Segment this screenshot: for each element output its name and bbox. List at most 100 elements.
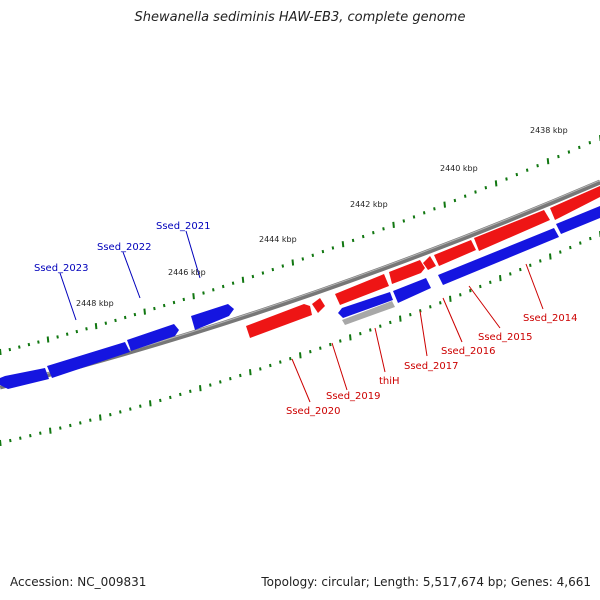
minor-tick	[329, 342, 332, 347]
minor-tick	[119, 410, 122, 414]
minor-tick	[459, 293, 462, 297]
minor-tick	[289, 357, 292, 361]
gene-label[interactable]: Ssed_2016	[441, 346, 496, 357]
gene-forward[interactable]	[389, 260, 425, 284]
minor-tick	[351, 238, 355, 243]
minor-tick	[75, 329, 79, 334]
minor-tick	[89, 418, 92, 422]
gene-forward[interactable]	[550, 186, 600, 220]
minor-tick	[578, 145, 581, 150]
minor-tick	[463, 194, 467, 198]
minor-tick	[212, 288, 215, 292]
scale-label: 2444 kbp	[259, 235, 297, 244]
gene-reverse[interactable]	[338, 292, 393, 318]
minor-tick	[409, 313, 412, 317]
major-tick	[299, 352, 302, 359]
gene-reverse[interactable]	[393, 278, 431, 303]
gene-reverse[interactable]	[0, 368, 49, 389]
major-tick	[99, 414, 102, 421]
minor-tick	[379, 324, 382, 328]
major-tick	[143, 308, 146, 315]
gene-forward[interactable]	[335, 274, 389, 305]
topology-text: Topology: circular; Length: 5,517,674 bp…	[261, 575, 591, 589]
minor-tick	[9, 438, 12, 443]
minor-tick	[182, 297, 186, 302]
gene-label[interactable]: Ssed_2015	[478, 332, 533, 343]
minor-tick	[539, 259, 542, 263]
minor-tick	[281, 264, 285, 268]
label-leaders	[59, 230, 544, 403]
minor-tick	[372, 231, 375, 235]
minor-tick	[484, 186, 488, 190]
minor-tick	[279, 360, 282, 364]
major-tick	[46, 336, 50, 343]
major-tick	[349, 334, 352, 341]
minor-tick	[231, 281, 235, 285]
minor-tick	[133, 312, 137, 317]
minor-tick	[412, 215, 416, 219]
gene-label[interactable]: Ssed_2019	[326, 391, 381, 402]
gene-reverse[interactable]	[47, 342, 130, 378]
minor-tick	[469, 289, 472, 293]
minor-tick	[474, 190, 477, 194]
gene-label[interactable]: Ssed_2014	[523, 313, 578, 324]
minor-tick	[588, 141, 592, 145]
scale-labels: 2438 kbp 2440 kbp 2442 kbp 2444 kbp 2446…	[76, 126, 568, 308]
major-tick	[94, 323, 98, 330]
outer-tick-ring	[0, 135, 600, 356]
minor-tick	[37, 340, 40, 344]
minor-tick	[139, 404, 142, 408]
forward-gene-group	[246, 186, 600, 338]
minor-tick	[453, 198, 457, 203]
gene-label[interactable]: thiH	[379, 376, 400, 387]
minor-tick	[39, 431, 42, 435]
scale-label: 2442 kbp	[350, 200, 388, 209]
reverse-gene-group	[0, 304, 234, 389]
gene-label[interactable]: Ssed_2020	[286, 406, 341, 417]
gene-forward[interactable]	[312, 298, 325, 313]
feature-grey[interactable]	[342, 301, 395, 325]
minor-tick	[189, 389, 192, 393]
scale-label: 2446 kbp	[168, 268, 206, 277]
minor-tick	[567, 150, 571, 154]
lower-gene-group	[338, 206, 600, 325]
minor-tick	[311, 253, 315, 257]
gene-labels-forward: Ssed_2014 Ssed_2015 Ssed_2016 Ssed_2017 …	[286, 313, 578, 417]
minor-tick	[579, 241, 582, 245]
major-tick	[241, 276, 245, 283]
minor-tick	[239, 373, 242, 378]
gene-label[interactable]: Ssed_2017	[404, 361, 459, 372]
gene-label[interactable]: Ssed_2022	[97, 242, 152, 253]
major-tick	[392, 221, 395, 228]
accession-text: Accession: NC_009831	[10, 575, 147, 589]
minor-tick	[319, 346, 322, 350]
map-title: Shewanella sediminis HAW-EB3, complete g…	[134, 10, 466, 25]
gene-reverse[interactable]	[127, 324, 179, 351]
minor-tick	[505, 177, 508, 181]
minor-tick	[301, 257, 305, 261]
minor-tick	[27, 342, 31, 347]
minor-tick	[269, 363, 272, 368]
scale-label: 2448 kbp	[76, 299, 114, 308]
gene-label[interactable]: Ssed_2023	[34, 263, 89, 274]
inner-tick-ring	[0, 231, 600, 447]
gene-forward[interactable]	[423, 256, 436, 270]
minor-tick	[402, 219, 406, 223]
minor-tick	[104, 321, 108, 325]
gene-reverse[interactable]	[191, 304, 234, 330]
minor-tick	[221, 284, 225, 289]
minor-tick	[589, 236, 592, 241]
gene-reverse[interactable]	[438, 228, 559, 285]
gene-label[interactable]: Ssed_2021	[156, 221, 211, 232]
gene-forward[interactable]	[246, 304, 312, 338]
minor-tick	[129, 407, 132, 411]
minor-tick	[479, 284, 482, 289]
minor-tick	[79, 421, 82, 425]
gene-forward[interactable]	[434, 240, 476, 266]
minor-tick	[559, 250, 562, 254]
minor-tick	[18, 345, 21, 349]
gene-forward[interactable]	[474, 210, 550, 251]
major-tick	[549, 253, 552, 260]
gene-reverse[interactable]	[556, 206, 600, 234]
